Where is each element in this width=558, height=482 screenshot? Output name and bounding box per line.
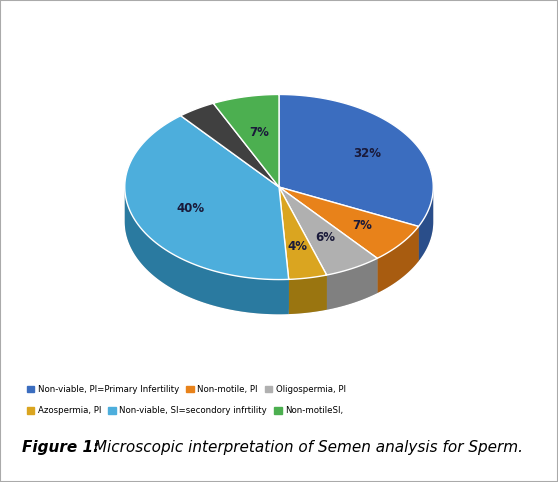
Polygon shape — [288, 275, 326, 314]
Polygon shape — [279, 187, 377, 293]
Text: 40%: 40% — [176, 201, 204, 214]
Polygon shape — [279, 187, 418, 258]
Polygon shape — [279, 187, 326, 280]
Polygon shape — [125, 187, 433, 314]
Polygon shape — [213, 94, 279, 187]
Polygon shape — [326, 258, 377, 310]
Text: 7%: 7% — [249, 126, 269, 139]
Polygon shape — [279, 187, 377, 275]
Polygon shape — [279, 187, 418, 261]
Text: 7%: 7% — [352, 219, 372, 232]
Polygon shape — [279, 187, 418, 261]
Polygon shape — [279, 187, 326, 310]
Polygon shape — [181, 103, 279, 187]
Text: 32%: 32% — [354, 147, 382, 160]
Polygon shape — [418, 188, 433, 261]
Legend: Azospermia, PI, Non-viable, SI=secondory infrtility, Non-motileSI,: Azospermia, PI, Non-viable, SI=secondory… — [27, 406, 343, 415]
Polygon shape — [279, 187, 288, 314]
Polygon shape — [125, 116, 288, 280]
Text: Microscopic interpretation of Semen analysis for Sperm.: Microscopic interpretation of Semen anal… — [89, 440, 523, 455]
Polygon shape — [279, 187, 326, 310]
Polygon shape — [279, 94, 433, 227]
Polygon shape — [279, 187, 377, 293]
Polygon shape — [377, 227, 418, 293]
Text: 4%: 4% — [288, 240, 308, 253]
Text: Figure 1:: Figure 1: — [22, 440, 99, 455]
Text: 6%: 6% — [315, 231, 335, 244]
Polygon shape — [125, 188, 288, 314]
Polygon shape — [279, 187, 288, 314]
